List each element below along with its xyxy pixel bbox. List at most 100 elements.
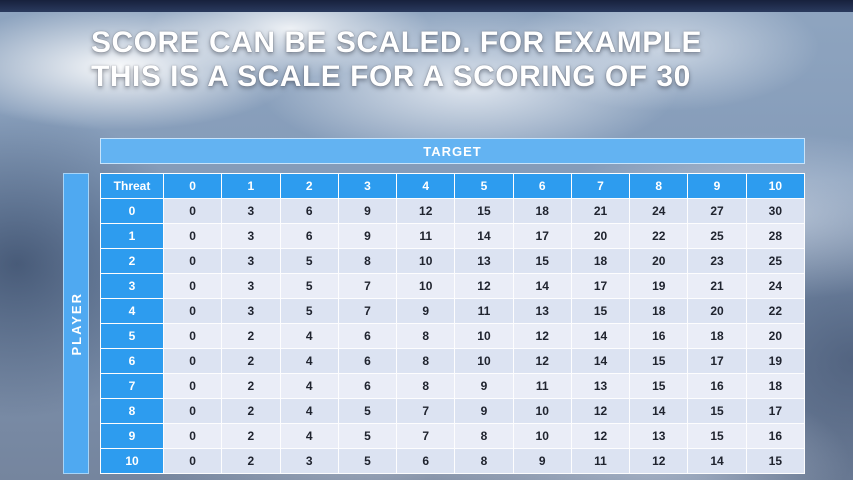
score-cell: 14 <box>570 323 631 349</box>
score-cell: 3 <box>221 198 281 224</box>
score-cell: 15 <box>454 198 514 224</box>
score-grid: Threat 0 1 2 3 4 5 6 7 8 9 10 0 0 3 6 9 12 15 18 21 24 27 30 1 0… <box>100 173 806 474</box>
score-cell: 2 <box>221 373 281 399</box>
score-cell: 8 <box>396 373 456 399</box>
score-cell: 30 <box>745 198 806 224</box>
score-cell: 20 <box>570 223 631 249</box>
score-cell: 14 <box>512 273 572 299</box>
score-cell: 0 <box>162 348 223 374</box>
target-col-header-4: 4 <box>396 173 456 199</box>
player-row-label-0: 0 <box>100 198 164 224</box>
score-cell: 18 <box>512 198 572 224</box>
score-cell: 0 <box>162 323 223 349</box>
table-row-7: 7 0 2 4 6 8 9 11 13 15 16 18 <box>100 373 806 399</box>
score-cell: 6 <box>279 223 339 249</box>
score-cell: 4 <box>279 373 339 399</box>
score-cell: 25 <box>687 223 747 249</box>
player-header: PLAYER <box>63 173 89 474</box>
score-cell: 4 <box>279 323 339 349</box>
score-cell: 5 <box>337 448 398 474</box>
slide-title: SCORE CAN BE SCALED. FOR EXAMPLE THIS IS … <box>91 26 702 94</box>
score-cell: 11 <box>570 448 631 474</box>
score-cell: 6 <box>396 448 456 474</box>
score-cell: 15 <box>687 423 747 449</box>
score-cell: 15 <box>570 298 631 324</box>
score-cell: 0 <box>162 448 223 474</box>
score-cell: 3 <box>221 248 281 274</box>
player-row-label-3: 3 <box>100 273 164 299</box>
score-cell: 22 <box>629 223 689 249</box>
target-col-header-2: 2 <box>279 173 339 199</box>
score-cell: 0 <box>162 273 223 299</box>
score-cell: 3 <box>221 273 281 299</box>
score-cell: 18 <box>745 373 806 399</box>
table-row-2: 2 0 3 5 8 10 13 15 18 20 23 25 <box>100 248 806 274</box>
top-dark-strip <box>0 0 853 12</box>
target-col-header-3: 3 <box>337 173 398 199</box>
score-cell: 2 <box>221 448 281 474</box>
score-cell: 3 <box>221 298 281 324</box>
score-cell: 12 <box>570 423 631 449</box>
score-cell: 0 <box>162 248 223 274</box>
score-cell: 9 <box>396 298 456 324</box>
score-cell: 5 <box>337 423 398 449</box>
score-cell: 24 <box>629 198 689 224</box>
table-row-5: 5 0 2 4 6 8 10 12 14 16 18 20 <box>100 323 806 349</box>
score-cell: 6 <box>279 198 339 224</box>
score-cell: 18 <box>629 298 689 324</box>
threat-corner-label: Threat <box>100 173 164 199</box>
score-cell: 21 <box>570 198 631 224</box>
score-cell: 4 <box>279 398 339 424</box>
table-body: PLAYER Threat 0 1 2 3 4 5 6 7 8 9 10 0 0 3 6 9 12 15 18 21 2… <box>63 173 806 474</box>
score-cell: 2 <box>221 348 281 374</box>
score-cell: 19 <box>745 348 806 374</box>
target-col-header-7: 7 <box>570 173 631 199</box>
score-cell: 14 <box>687 448 747 474</box>
score-cell: 15 <box>512 248 572 274</box>
target-col-header-10: 10 <box>745 173 806 199</box>
score-cell: 19 <box>629 273 689 299</box>
score-cell: 10 <box>512 398 572 424</box>
score-cell: 2 <box>221 398 281 424</box>
score-cell: 0 <box>162 223 223 249</box>
score-table: TARGET PLAYER Threat 0 1 2 3 4 5 6 7 8 9 10 0 0 3 6 9 12… <box>63 138 806 474</box>
score-cell: 21 <box>687 273 747 299</box>
player-row-label-5: 5 <box>100 323 164 349</box>
score-cell: 18 <box>687 323 747 349</box>
score-cell: 14 <box>570 348 631 374</box>
target-col-header-9: 9 <box>687 173 747 199</box>
score-cell: 12 <box>454 273 514 299</box>
score-cell: 10 <box>396 248 456 274</box>
score-cell: 13 <box>512 298 572 324</box>
score-cell: 11 <box>454 298 514 324</box>
score-cell: 0 <box>162 198 223 224</box>
score-cell: 10 <box>454 348 514 374</box>
score-cell: 17 <box>687 348 747 374</box>
target-col-header-5: 5 <box>454 173 514 199</box>
score-cell: 22 <box>745 298 806 324</box>
score-cell: 8 <box>337 248 398 274</box>
score-cell: 11 <box>396 223 456 249</box>
table-row-9: 9 0 2 4 5 7 8 10 12 13 15 16 <box>100 423 806 449</box>
score-cell: 13 <box>454 248 514 274</box>
table-row-3: 3 0 3 5 7 10 12 14 17 19 21 24 <box>100 273 806 299</box>
score-cell: 14 <box>629 398 689 424</box>
score-cell: 0 <box>162 423 223 449</box>
player-row-label-10: 10 <box>100 448 164 474</box>
score-cell: 15 <box>687 398 747 424</box>
threat-header-row: Threat 0 1 2 3 4 5 6 7 8 9 10 <box>100 173 806 199</box>
score-cell: 4 <box>279 423 339 449</box>
score-cell: 3 <box>221 223 281 249</box>
score-cell: 17 <box>512 223 572 249</box>
title-line-2: THIS IS A SCALE FOR A SCORING OF 30 <box>91 60 691 93</box>
score-cell: 2 <box>221 323 281 349</box>
target-col-header-0: 0 <box>162 173 223 199</box>
score-cell: 5 <box>279 273 339 299</box>
score-cell: 6 <box>337 348 398 374</box>
score-cell: 16 <box>687 373 747 399</box>
score-cell: 23 <box>687 248 747 274</box>
score-cell: 15 <box>629 373 689 399</box>
score-cell: 9 <box>512 448 572 474</box>
score-cell: 10 <box>396 273 456 299</box>
